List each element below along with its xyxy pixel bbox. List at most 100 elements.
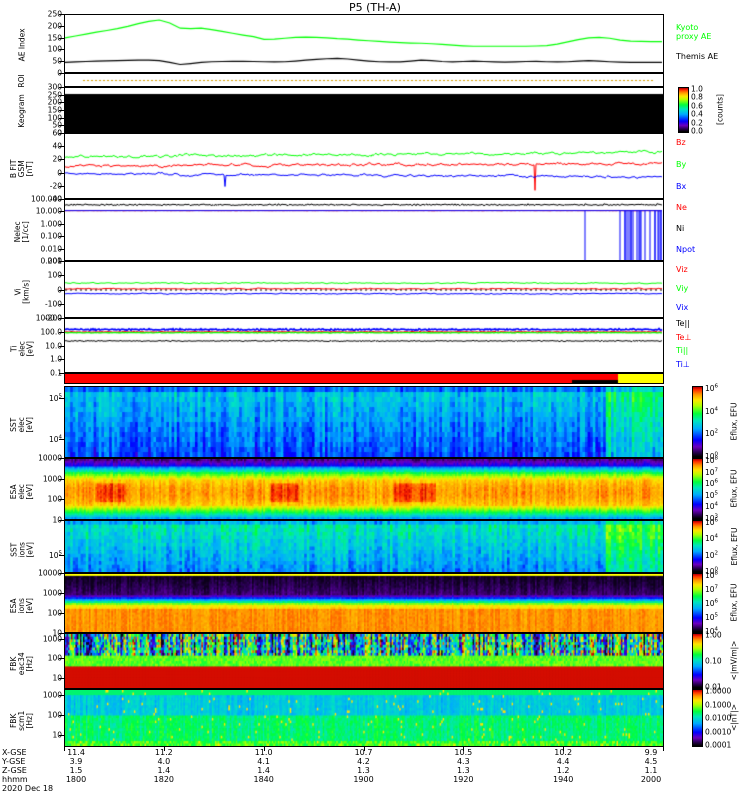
axis-value-y_gse: 3.9 xyxy=(69,757,83,766)
x-tick-mark xyxy=(64,747,65,751)
y-tick-label: 105 xyxy=(48,392,62,403)
y-tick-mark xyxy=(59,638,64,640)
y-tick-label: -200 xyxy=(44,313,62,323)
colorbar-tick-label: 106 xyxy=(705,517,719,527)
panel-sst-e-ylabel: SST elec [eV] xyxy=(9,417,34,433)
y-tick-mark xyxy=(59,73,64,74)
panel-sst-e xyxy=(64,386,664,458)
y-tick-label: 200 xyxy=(47,256,62,266)
colorbar-tick-label: 105 xyxy=(705,612,719,622)
y-tick-label: 10.0 xyxy=(45,341,62,350)
y-tick-mark xyxy=(59,658,64,660)
colorbar-fbk-b-title: <|nT|> xyxy=(729,704,739,731)
colorbar-esa-e-gradient xyxy=(693,459,702,519)
axis-value-z_gse: 1.1 xyxy=(644,766,658,775)
axis-value-z_gse: 1.4 xyxy=(157,766,171,775)
colorbar-tick-label: 0.4 xyxy=(691,109,703,119)
y-tick-label: 40 xyxy=(52,141,62,151)
y-tick-label: 10 xyxy=(52,628,62,638)
legend-temperature-3: Ti⊥ xyxy=(676,360,690,370)
y-tick-label: 100 xyxy=(47,113,62,123)
legend-temperature-2: Ti|| xyxy=(676,346,689,356)
colorbar-fbk-b xyxy=(692,689,703,747)
panel-velocity-ylabel: Vi [km/s] xyxy=(13,279,30,304)
y-tick-label: 1000 xyxy=(42,634,62,644)
colorbar-sst-i xyxy=(692,520,703,573)
axis-value-hhmm: 1920 xyxy=(453,775,474,784)
panel-temperature xyxy=(64,318,664,373)
panel-fbk-e-yaxis: 1000 100 10 xyxy=(0,633,62,689)
axis-value-x_gse: 10.7 xyxy=(354,748,373,757)
y-tick-mark xyxy=(59,61,64,63)
legend-density-1: Ni xyxy=(676,224,685,233)
axis-value-hhmm: 1900 xyxy=(353,775,374,784)
y-tick-mark xyxy=(59,275,64,277)
colorbar-tick-label: 104 xyxy=(705,405,719,416)
axis-value-z_gse: 1.2 xyxy=(556,766,570,775)
panel-esa-i-ylabel: ESA ions [eV] xyxy=(9,598,34,614)
axis-row-label-1: Y-GSE xyxy=(2,757,26,766)
colorbar-sst-e xyxy=(692,386,703,458)
colorbar-tick-label: 0.8 xyxy=(691,92,703,102)
y-tick-mark xyxy=(59,110,64,111)
colorbar-fbk-e xyxy=(692,633,703,689)
panel-fbk-e-plot-area xyxy=(65,634,663,688)
colorbar-tick-label: 108 xyxy=(705,570,719,580)
colorbar-tick-label: 100 xyxy=(705,451,719,461)
panel-esa-i-plot-area xyxy=(65,574,663,632)
y-tick-mark xyxy=(59,458,64,459)
axis-value-z_gse: 1.4 xyxy=(257,766,271,775)
axis-value-y_gse: 4.3 xyxy=(456,757,470,766)
page-title: P5 (TH-A) xyxy=(349,1,401,14)
panel-bfit xyxy=(64,133,664,199)
colorbar-esa-e xyxy=(692,458,703,520)
legend-bfit-1: By xyxy=(676,160,687,169)
axis-value-hhmm: 1840 xyxy=(253,775,274,784)
panel-keogram-yaxis: 300250200150100500 xyxy=(0,83,62,138)
y-tick-label: 10000 xyxy=(38,453,62,463)
y-tick-label: 100 xyxy=(47,710,62,720)
y-tick-label: 100 xyxy=(47,608,62,618)
axis-row-label-3: hhmm xyxy=(2,775,28,784)
y-tick-label: 100 xyxy=(47,653,62,663)
legend-bfit-0: Bz xyxy=(676,138,686,147)
panel-temperature-yaxis: 1000.0 100.0 10.0 1.0 0.1 xyxy=(0,314,62,378)
y-tick-mark xyxy=(59,125,64,127)
colorbar-tick-label: 106 xyxy=(705,478,719,488)
y-tick-mark xyxy=(59,146,64,148)
y-tick-label: 250 xyxy=(47,90,62,100)
legend-ae-0: Kyoto proxy AE xyxy=(676,22,712,41)
legend-temperature-1: Te⊥ xyxy=(676,332,692,342)
y-tick-label: 150 xyxy=(47,33,62,43)
axis-value-y_gse: 4.4 xyxy=(556,757,570,766)
axis-value-x_gse: 11.4 xyxy=(67,748,85,757)
y-tick-label: 100 xyxy=(47,270,62,280)
axis-row-label-0: X-GSE xyxy=(2,748,27,757)
axis-value-y_gse: 4.0 xyxy=(157,757,171,766)
panel-density-ylabel: Nelec [1/cc] xyxy=(13,221,30,243)
panel-sst-i-ylabel: SST ions [eV] xyxy=(9,541,34,558)
x-axis-annotation: X-GSE 11.4 11.2 11.0 10.7 10.5 10.2 9.9 Y-GSE 3.9… xyxy=(0,748,750,800)
colorbar-sst-e-title: Eflux, EFU xyxy=(729,402,739,441)
axis-value-y_gse: 4.2 xyxy=(357,757,370,766)
y-tick-mark xyxy=(59,102,64,104)
y-tick-label: 0.010 xyxy=(40,244,62,254)
y-tick-label: 10 xyxy=(52,673,62,683)
y-tick-mark xyxy=(59,520,64,521)
colorbar-tick-label: 0.10 xyxy=(705,656,722,666)
y-tick-mark xyxy=(59,677,64,679)
legend-ae-1: Themis AE xyxy=(676,52,719,62)
y-tick-label: 1000 xyxy=(42,588,62,598)
colorbar-fbk-e-gradient xyxy=(693,634,702,688)
colorbar-esa-i xyxy=(692,573,703,633)
y-tick-label: 100 xyxy=(47,494,62,504)
colorbar-fbk-b-gradient xyxy=(693,690,702,746)
y-tick-mark xyxy=(59,211,64,213)
y-tick-mark xyxy=(59,133,64,134)
colorbar-tick-label: 0.0 xyxy=(691,126,703,136)
y-tick-label: 10.000 xyxy=(35,206,62,216)
colorbar-tick-label: 0.01 xyxy=(705,682,722,692)
panel-modebar-plot-area xyxy=(65,374,663,383)
y-tick-label: 100.0 xyxy=(40,327,62,337)
x-tick-mark xyxy=(164,747,165,751)
